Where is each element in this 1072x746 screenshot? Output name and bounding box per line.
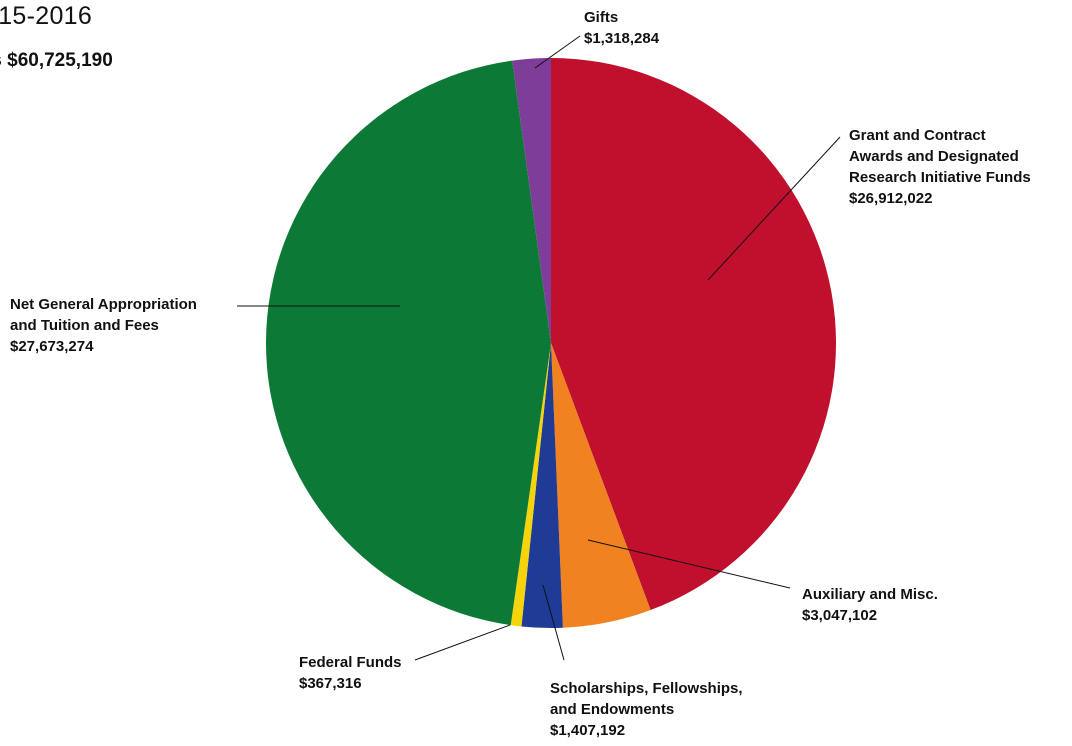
leader-line-auxiliary-misc xyxy=(587,539,791,589)
slice-name-label: Grant and Contract xyxy=(849,127,986,144)
slice-name-label: Scholarships, Fellowships, xyxy=(550,680,743,697)
slice-name-label: Net General Appropriation xyxy=(10,296,197,313)
slice-label-federal-funds: Federal Funds $367,316 xyxy=(299,654,402,692)
leader-line-gifts xyxy=(534,35,581,69)
slice-label-net-general-appropriation: Net General Appropriation and Tuition and… xyxy=(10,296,197,355)
leader-line-scholarships xyxy=(542,584,565,661)
slice-label-gifts: Gifts $1,318,284 xyxy=(584,9,660,47)
pie-slice-gifts xyxy=(512,58,551,343)
slice-value-label: $3,047,102 xyxy=(802,607,877,624)
slice-value-label: $1,318,284 xyxy=(584,30,660,47)
chart-subtitle: ls $60,725,190 xyxy=(0,50,113,71)
slice-name-label: Auxiliary and Misc. xyxy=(802,586,938,603)
leader-lines xyxy=(237,35,841,661)
pie-slice-net-general-appropriation xyxy=(265,60,551,626)
chart-title: 015-2016 xyxy=(0,2,93,30)
slice-labels: Grant and Contract Awards and Designated R… xyxy=(10,9,1031,739)
slice-name-label: Research Initiative Funds xyxy=(849,169,1031,186)
slice-name-label: Federal Funds xyxy=(299,654,402,671)
slice-value-label: $26,912,022 xyxy=(849,190,932,207)
leader-line-federal-funds xyxy=(414,624,511,661)
slice-label-grant-contract: Grant and Contract Awards and Designated R… xyxy=(849,127,1031,207)
slice-name-label: and Endowments xyxy=(550,701,674,718)
pie-slice-federal-funds xyxy=(510,343,551,627)
pie-slices xyxy=(265,58,837,629)
leader-line-grant-contract xyxy=(707,136,841,281)
slice-label-scholarships: Scholarships, Fellowships, and Endowments… xyxy=(550,680,743,739)
slice-label-auxiliary-misc: Auxiliary and Misc. $3,047,102 xyxy=(802,586,938,624)
pie-slice-grant-contract xyxy=(551,58,837,611)
slice-name-label: and Tuition and Fees xyxy=(10,317,159,334)
slice-value-label: $367,316 xyxy=(299,675,362,692)
slice-value-label: $27,673,274 xyxy=(10,338,94,355)
slice-value-label: $1,407,192 xyxy=(550,722,625,739)
slice-name-label: Gifts xyxy=(584,9,618,26)
slice-name-label: Awards and Designated xyxy=(849,148,1019,165)
pie-slice-scholarships xyxy=(521,343,563,629)
pie-slice-auxiliary-misc xyxy=(551,343,651,628)
